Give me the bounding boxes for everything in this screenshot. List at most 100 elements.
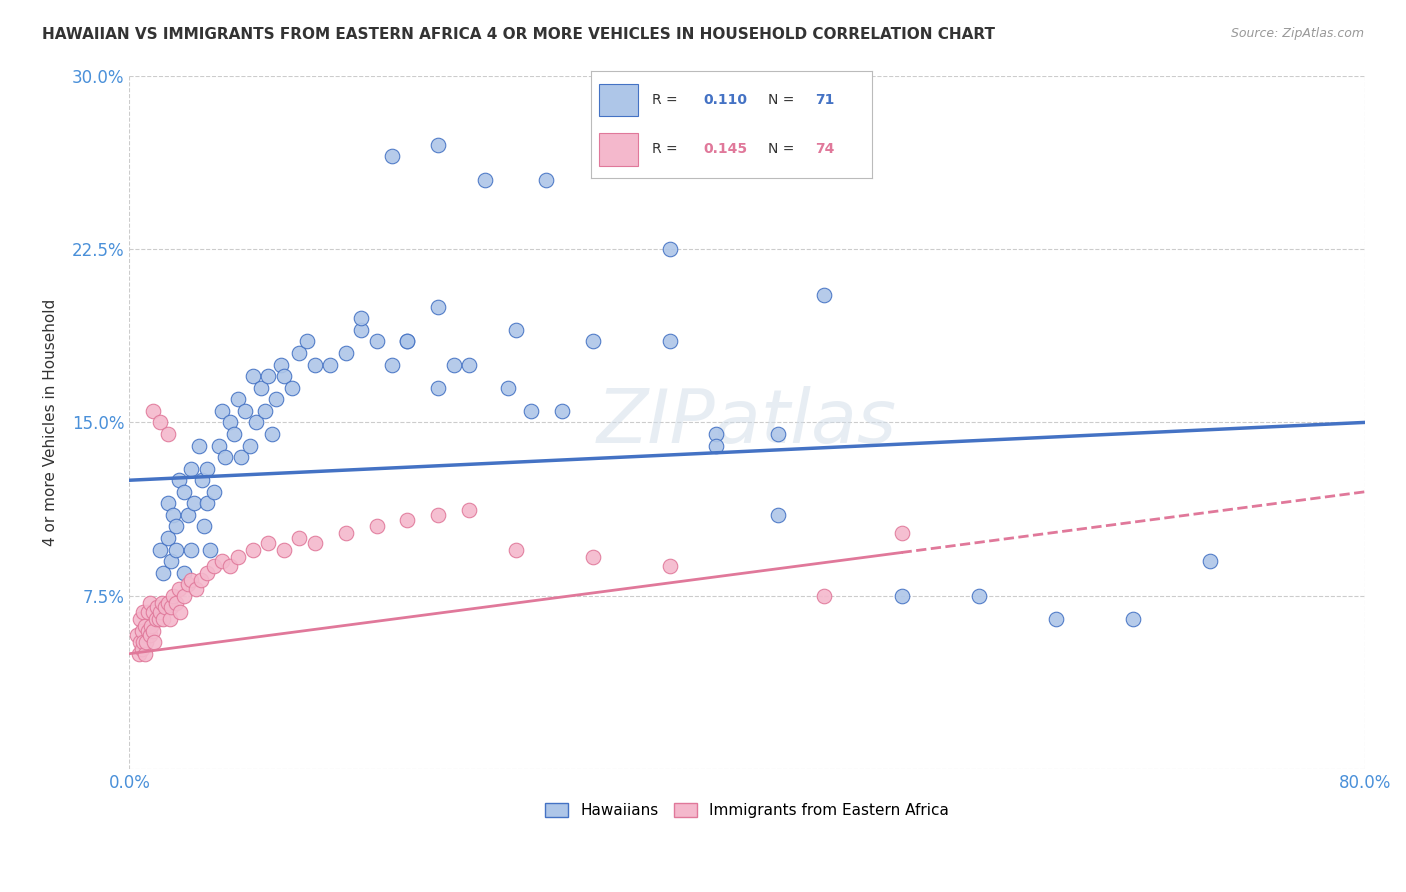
Point [128, 647, 150, 661]
Point [443, 358, 465, 372]
Point [496, 381, 519, 395]
Point [254, 404, 277, 418]
Point [249, 381, 271, 395]
Point [190, 573, 212, 587]
Point [218, 558, 240, 573]
Point [1122, 612, 1144, 626]
Point [180, 461, 202, 475]
FancyBboxPatch shape [599, 84, 638, 116]
Point [132, 635, 155, 649]
Point [536, 172, 558, 186]
Point [335, 526, 357, 541]
Y-axis label: 4 or more Vehicles in Household: 4 or more Vehicles in Household [44, 299, 58, 546]
Point [264, 392, 287, 407]
Point [143, 635, 166, 649]
Point [233, 404, 256, 418]
Point [149, 605, 172, 619]
Point [136, 624, 159, 638]
Point [260, 427, 283, 442]
Point [381, 358, 404, 372]
Text: 71: 71 [815, 94, 835, 107]
Point [381, 149, 404, 163]
Point [1199, 554, 1222, 568]
Point [131, 642, 153, 657]
Text: R =: R = [652, 94, 682, 107]
Point [551, 404, 574, 418]
Point [350, 323, 373, 337]
Point [157, 596, 180, 610]
Text: 0.110: 0.110 [703, 94, 747, 107]
Point [208, 438, 231, 452]
Point [157, 531, 180, 545]
Point [658, 558, 681, 573]
Point [813, 589, 835, 603]
Point [198, 542, 221, 557]
Point [173, 566, 195, 580]
Point [304, 358, 326, 372]
Point [335, 346, 357, 360]
Point [165, 596, 187, 610]
Point [204, 558, 226, 573]
Text: HAWAIIAN VS IMMIGRANTS FROM EASTERN AFRICA 4 OR MORE VEHICLES IN HOUSEHOLD CORRE: HAWAIIAN VS IMMIGRANTS FROM EASTERN AFRI… [42, 27, 995, 42]
Point [183, 496, 205, 510]
Text: 0.145: 0.145 [703, 143, 747, 156]
Point [173, 589, 195, 603]
FancyBboxPatch shape [599, 134, 638, 166]
Point [145, 612, 167, 626]
Point [142, 404, 165, 418]
Point [160, 554, 183, 568]
Point [270, 358, 292, 372]
Point [148, 612, 170, 626]
Point [366, 519, 388, 533]
Point [366, 334, 388, 349]
Point [582, 549, 605, 564]
Point [257, 535, 280, 549]
Point [180, 542, 202, 557]
Point [704, 427, 727, 442]
Point [890, 589, 912, 603]
Text: ZIPatlas: ZIPatlas [598, 386, 897, 458]
Point [129, 612, 152, 626]
Point [131, 624, 153, 638]
Point [173, 484, 195, 499]
Point [224, 427, 246, 442]
Point [273, 542, 295, 557]
Point [129, 635, 152, 649]
Point [169, 605, 191, 619]
Point [146, 600, 169, 615]
Point [396, 334, 419, 349]
Point [766, 427, 789, 442]
Point [177, 508, 200, 522]
Point [167, 582, 190, 596]
Point [135, 635, 157, 649]
Point [159, 612, 181, 626]
Point [427, 508, 450, 522]
Point [427, 381, 450, 395]
Point [226, 549, 249, 564]
Point [153, 600, 176, 615]
Point [195, 461, 218, 475]
Point [134, 647, 156, 661]
Point [165, 542, 187, 557]
Point [150, 596, 173, 610]
Point [162, 508, 184, 522]
Point [157, 427, 180, 442]
Point [177, 577, 200, 591]
Point [211, 404, 233, 418]
Point [319, 358, 342, 372]
Text: Source: ZipAtlas.com: Source: ZipAtlas.com [1230, 27, 1364, 40]
Point [520, 404, 543, 418]
Text: R =: R = [652, 143, 682, 156]
Point [239, 438, 262, 452]
Point [458, 503, 481, 517]
Point [214, 450, 236, 464]
Point [142, 605, 165, 619]
Point [160, 600, 183, 615]
Point [288, 346, 311, 360]
Point [396, 334, 419, 349]
Point [149, 416, 172, 430]
Point [149, 542, 172, 557]
Point [167, 473, 190, 487]
Point [474, 172, 496, 186]
Point [188, 438, 211, 452]
